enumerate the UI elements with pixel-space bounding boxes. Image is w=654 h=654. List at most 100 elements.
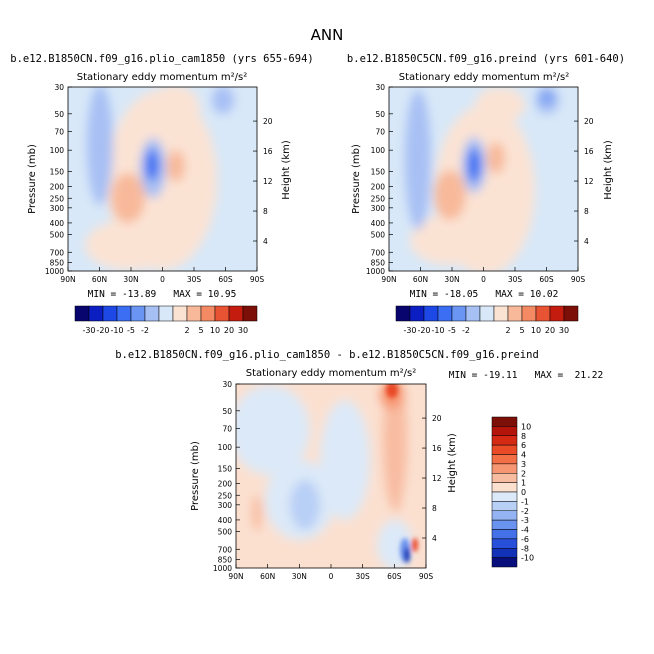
- panel-a-stats: MIN = -13.89 MAX = 10.95: [88, 289, 237, 300]
- panel-a-xtick-label: 90N: [60, 275, 75, 284]
- panel-b-yaxis: 3050701001502002503004005007008501000481…: [366, 83, 594, 284]
- panel-c: b.e12.B1850CN.f09_g16.plio_cam1850 - b.e…: [115, 349, 603, 581]
- panel-a-ytick-label: 150: [50, 167, 65, 176]
- panel-b-ytick-label: 1000: [366, 267, 385, 276]
- panel-b-xtick-label: 60S: [539, 275, 554, 284]
- panel-a: b.e12.B1850CN.f09_g16.plio_cam1850 (yrs …: [10, 53, 313, 335]
- colorbar-swatch: [491, 548, 518, 558]
- colorbar-swatch: [491, 519, 518, 530]
- panel-b-height-tick-label: 20: [584, 117, 594, 126]
- colorbar-swatch: [521, 305, 537, 322]
- panel-a-strat-negative: [212, 87, 234, 114]
- colorbar-label: 8: [521, 432, 526, 441]
- colorbar-swatch: [491, 444, 518, 455]
- colorbar-swatch: [228, 305, 244, 322]
- colorbar-swatch: [242, 305, 258, 322]
- figure-title: ANN: [311, 26, 344, 44]
- panel-b-subtitle: Stationary eddy momentum m²/s²: [399, 72, 569, 83]
- panel-b-ytick-label: 500: [371, 231, 386, 240]
- colorbar-swatch: [423, 305, 439, 322]
- panel-c-xtick-label: 60N: [260, 572, 275, 581]
- panel-c-ytick-label: 500: [218, 528, 233, 537]
- panel-c-stats: MIN = -19.11 MAX = 21.22: [449, 370, 603, 381]
- panel-b-strat-negative-core: [541, 92, 553, 104]
- panel-b-case-title: b.e12.B1850C5CN.f09_g16.preind (yrs 601-…: [347, 53, 625, 65]
- panel-a-ylabel-right: Height (km): [281, 140, 292, 200]
- panel-c-ytick-label: 700: [218, 545, 233, 554]
- panel-a-xtick-label: 60S: [218, 275, 233, 284]
- panel-a-ytick-label: 300: [50, 204, 65, 213]
- panel-b-ytick-label: 850: [371, 258, 386, 267]
- colorbar-swatch: [491, 463, 518, 474]
- panel-a-contour-field: [68, 87, 257, 271]
- colorbar-swatch: [563, 305, 579, 322]
- panel-c-ytick-label: 300: [218, 501, 233, 510]
- panel-b-ytick-label: 250: [371, 194, 386, 203]
- panel-c-height-tick-label: 12: [432, 474, 442, 483]
- panel-a-ytick-label: 500: [50, 231, 65, 240]
- colorbar-swatch: [409, 305, 425, 322]
- panel-c-xtick-label: 0: [329, 572, 334, 581]
- panel-b-ytick-label: 30: [375, 83, 385, 92]
- colorbar-label: 2: [184, 326, 189, 335]
- colorbar-label: -5: [448, 326, 456, 335]
- panel-c-xtick-label: 90N: [228, 572, 243, 581]
- colorbar-label: -10: [110, 326, 123, 335]
- panel-c-ytick-label: 70: [222, 424, 232, 433]
- colorbar-swatch: [130, 305, 146, 322]
- panel-b-xtick-label: 90S: [571, 275, 586, 284]
- panel-a-xtick-label: 0: [160, 275, 165, 284]
- panel-a-xtick-label: 30N: [123, 275, 138, 284]
- colorbar-swatch: [491, 454, 518, 465]
- panel-c-ytick-label: 1000: [213, 564, 232, 573]
- panel-c-ylabel-right: Height (km): [447, 433, 458, 493]
- panel-c-contour-field: [236, 384, 426, 568]
- panel-b-eq-neg-core: [467, 148, 481, 182]
- panel-a-ytick-label: 400: [50, 219, 65, 228]
- panel-b-pos-core: [487, 142, 505, 174]
- panel-c-ytick-label: 100: [218, 443, 233, 452]
- panel-a-height-tick-label: 4: [263, 237, 268, 246]
- panel-b-ytick-label: 200: [371, 183, 386, 192]
- panel-c-ylabel: Pressure (mb): [190, 441, 201, 511]
- colorbar-swatch: [493, 305, 509, 322]
- colorbar-label: 6: [521, 441, 526, 450]
- panel-b-ylabel: Pressure (mb): [351, 144, 362, 214]
- colorbar-swatch: [549, 305, 565, 322]
- panel-c-nh-negative-blob: [290, 480, 320, 530]
- panel-a-case-title: b.e12.B1850CN.f09_g16.plio_cam1850 (yrs …: [10, 53, 313, 65]
- panel-c-ytick-label: 850: [218, 555, 233, 564]
- colorbar-swatch: [172, 305, 188, 322]
- panel-b-subtrop-positive: [434, 170, 466, 220]
- colorbar-swatch: [491, 473, 518, 483]
- panel-b-ylabel-right: Height (km): [603, 140, 614, 200]
- colorbar-label: 3: [521, 460, 526, 469]
- colorbar-label: -3: [521, 516, 529, 525]
- colorbar-swatch: [465, 305, 481, 322]
- panel-a-strat-positive: [150, 87, 200, 135]
- panel-c-xtick-label: 30N: [292, 572, 307, 581]
- panel-c-ytick-label: 200: [218, 480, 233, 489]
- panel-a-colorbar: -30 -20 -10 -5 -2 2 5 10 20 30: [74, 305, 258, 335]
- colorbar-swatch: [491, 435, 518, 446]
- colorbar-swatch: [200, 305, 216, 322]
- colorbar-label: -2: [521, 507, 529, 516]
- panel-c-case-title: b.e12.B1850CN.f09_g16.plio_cam1850 - b.e…: [115, 349, 539, 361]
- colorbar-label: -6: [521, 535, 529, 544]
- colorbar-label: 5: [198, 326, 203, 335]
- colorbar-label: 20: [545, 326, 555, 335]
- panel-c-xtick-label: 30S: [356, 572, 371, 581]
- colorbar-label: 30: [559, 326, 569, 335]
- colorbar-swatch: [491, 538, 518, 549]
- panel-c-height-tick-label: 16: [432, 444, 442, 453]
- panel-a-ytick-label: 850: [50, 258, 65, 267]
- panel-a-ytick-label: 100: [50, 146, 65, 155]
- panel-b-lower-positive: [410, 215, 490, 265]
- panel-c-tropic-negative: [320, 400, 370, 520]
- panel-c-height-tick-label: 4: [432, 534, 437, 543]
- panel-a-ytick-label: 200: [50, 183, 65, 192]
- colorbar-label: -2: [462, 326, 470, 335]
- panel-c-nh-small-positive: [252, 495, 262, 531]
